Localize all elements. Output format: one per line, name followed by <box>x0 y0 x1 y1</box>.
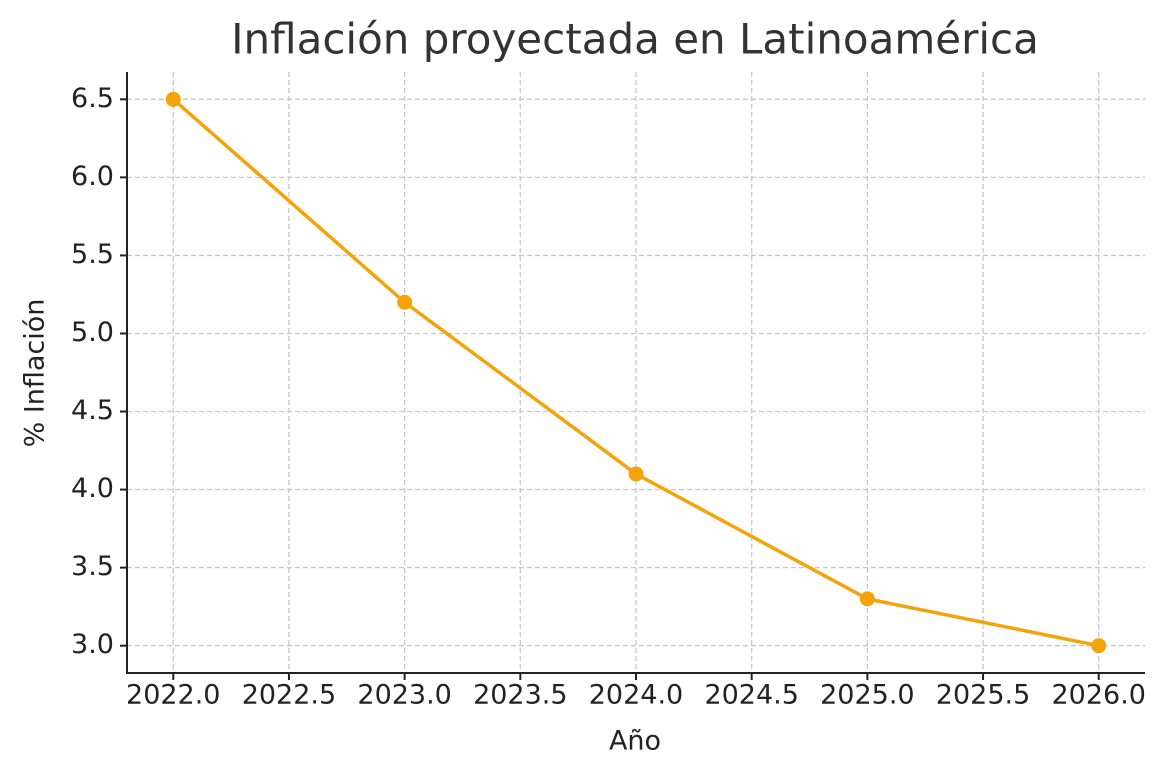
x-tick-label: 2025.0 <box>820 680 914 711</box>
x-tick-label: 2022.0 <box>126 680 220 711</box>
marker <box>397 294 413 310</box>
y-axis-label: % Inflación <box>20 299 51 448</box>
x-axis-label: Año <box>609 726 661 757</box>
y-tick-label: 5.5 <box>71 239 114 270</box>
marker <box>628 466 644 482</box>
y-tick-label: 4.0 <box>71 473 114 504</box>
y-tick-label: 3.5 <box>71 551 114 582</box>
y-tick-label: 5.0 <box>71 317 114 348</box>
x-tick-label: 2024.5 <box>704 680 798 711</box>
x-tick-label: 2025.5 <box>936 680 1030 711</box>
x-tick-label: 2024.0 <box>589 680 683 711</box>
plot-area <box>165 91 1107 654</box>
chart-title: Inflación proyectada en Latinoamérica <box>231 15 1039 64</box>
x-tick-label: 2022.5 <box>242 680 336 711</box>
marker <box>1091 638 1107 654</box>
y-tick-label: 4.5 <box>71 395 114 426</box>
marker <box>859 591 875 607</box>
y-tick-label: 6.5 <box>71 83 114 114</box>
grid <box>127 72 1145 673</box>
y-tick-label: 3.0 <box>71 629 114 660</box>
marker <box>165 91 181 107</box>
x-tick-label: 2023.0 <box>357 680 451 711</box>
x-tick-label: 2026.0 <box>1051 680 1145 711</box>
x-tick-label: 2023.5 <box>473 680 567 711</box>
y-tick-label: 6.0 <box>71 161 114 192</box>
